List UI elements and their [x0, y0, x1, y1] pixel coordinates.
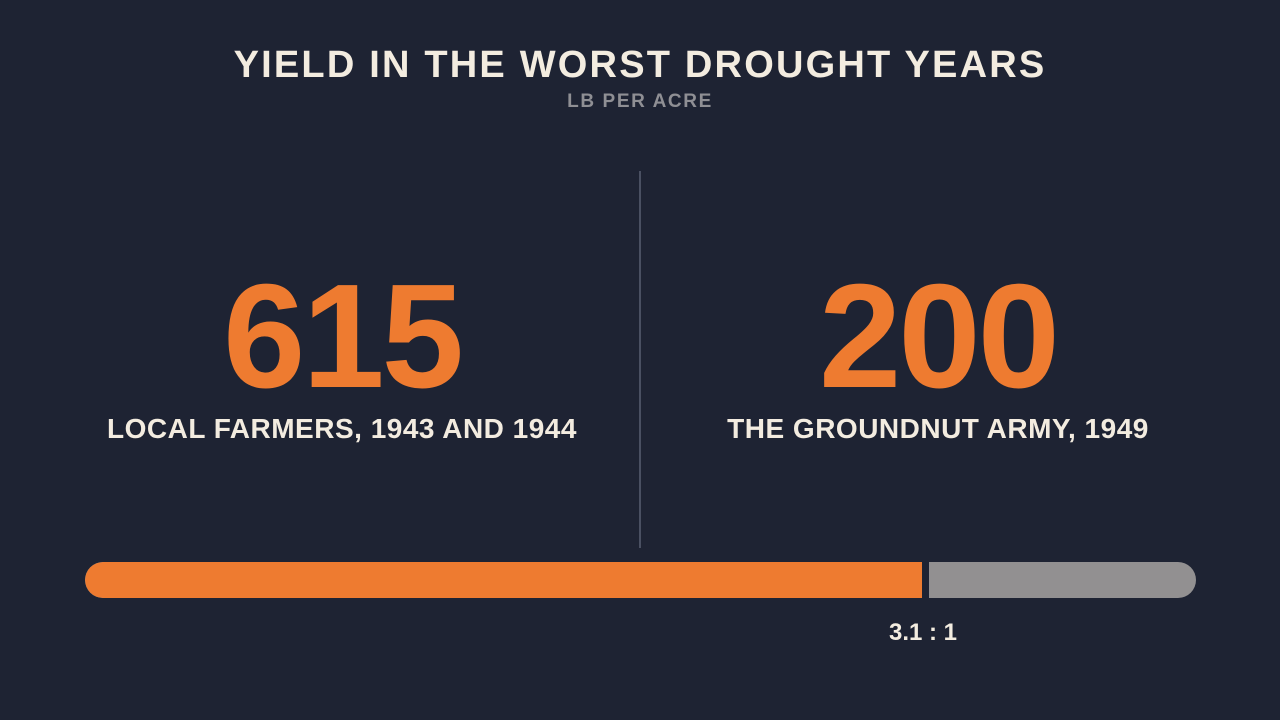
stat-groundnut-army: 200 THE GROUNDNUT ARMY, 1949 [628, 262, 1248, 446]
column-divider [639, 171, 641, 548]
stat-value-groundnut-army: 200 [819, 254, 1060, 419]
chart-title: YIELD IN THE WORST DROUGHT YEARS [233, 44, 1047, 86]
stat-label-local-farmers: LOCAL FARMERS, 1943 AND 1944 [107, 413, 577, 444]
ratio-label: 3.1 : 1 [888, 619, 958, 646]
stat-label-groundnut-army: THE GROUNDNUT ARMY, 1949 [727, 413, 1149, 444]
comparison-bar-local-segment [85, 562, 923, 598]
comparison-bar-separator [922, 562, 929, 598]
chart-subtitle: LB PER ACRE [567, 91, 713, 112]
stat-value-local-farmers: 615 [223, 254, 464, 419]
comparison-bar [85, 562, 1196, 598]
stat-local-farmers: 615 LOCAL FARMERS, 1943 AND 1944 [32, 262, 652, 446]
